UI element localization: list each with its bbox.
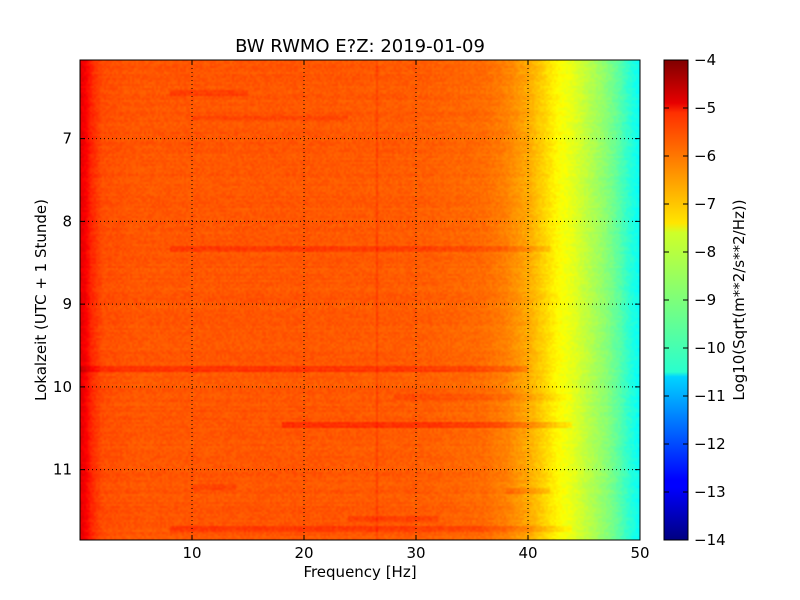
colorbar-tick-label: −10 xyxy=(694,339,726,357)
x-tick-label: 30 xyxy=(406,544,425,562)
colorbar-tick-label: −9 xyxy=(694,291,716,309)
colorbar-tick-label: −13 xyxy=(694,483,726,501)
colorbar-ticks: −4 −5 −6 −7 −8 −9 −10 −11 −12 −13 −14 xyxy=(664,51,726,549)
x-axis-label: Frequency [Hz] xyxy=(303,563,416,581)
y-tick-label: 7 xyxy=(62,130,72,148)
plot-frame xyxy=(79,59,641,541)
colorbar-tick-label: −12 xyxy=(694,435,726,453)
y-axis-ticks: 7 8 9 10 11 xyxy=(53,130,640,479)
y-axis-label: Lokalzeit (UTC + 1 Stunde) xyxy=(32,199,50,401)
colorbar-tick-label: −6 xyxy=(694,147,716,165)
colorbar: −4 −5 −6 −7 −8 −9 −10 −11 −12 −13 −14 Log10(Sqrt(m… xyxy=(663,51,748,549)
y-tick-label: 8 xyxy=(62,212,72,230)
colorbar-tick-label: −14 xyxy=(694,531,726,549)
plot-area: 10 20 30 40 50 7 8 9 10 11 xyxy=(53,59,650,562)
colorbar-tick-label: −7 xyxy=(694,195,716,213)
y-tick-label: 10 xyxy=(53,378,72,396)
colorbar-tick-label: −4 xyxy=(694,51,716,69)
y-tick-label: 9 xyxy=(62,295,72,313)
grid-lines xyxy=(80,60,640,540)
y-tick-label: 11 xyxy=(53,461,72,479)
x-tick-label: 20 xyxy=(294,544,313,562)
colorbar-tick-label: −8 xyxy=(694,243,716,261)
colorbar-tick-label: −11 xyxy=(694,387,726,405)
x-tick-label: 50 xyxy=(630,544,649,562)
spectrogram-heatmap xyxy=(80,60,640,540)
x-tick-label: 40 xyxy=(518,544,537,562)
colorbar-tick-label: −5 xyxy=(694,99,716,117)
x-axis-ticks: 10 20 30 40 50 xyxy=(182,60,650,562)
x-tick-label: 10 xyxy=(182,544,201,562)
chart-title: BW RWMO E?Z: 2019-01-09 xyxy=(235,36,485,57)
colorbar-label: Log10(Sqrt(m**2/s**2/Hz)) xyxy=(730,199,748,400)
